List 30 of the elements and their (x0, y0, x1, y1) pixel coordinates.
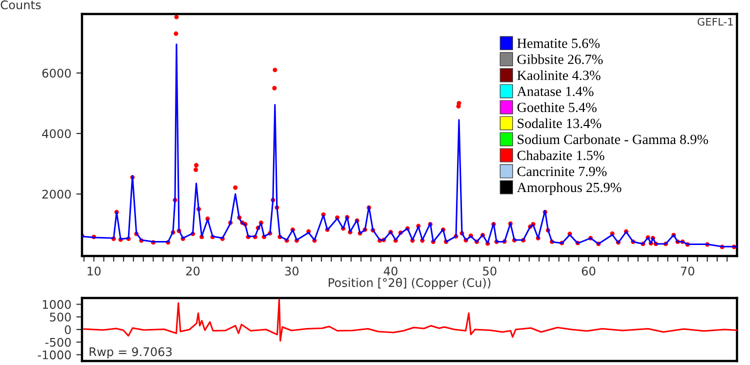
legend-label: Hematite 5.6% (517, 38, 600, 48)
x-tick-label: 10 (88, 266, 101, 276)
legend-label: Chabazite 1.5% (517, 150, 604, 160)
legend-label: Cancrinite 7.9% (517, 166, 607, 176)
legend-label: Sodalite 13.4% (518, 118, 602, 128)
annotation: Rwp = 9.7063 (90, 347, 172, 358)
x-tick-label: 60 (582, 266, 596, 276)
x-tick-label: 70 (680, 266, 694, 276)
y-tick-label: -500 (45, 338, 71, 347)
x-axis-title: Position [°2θ] (Copper (Cu)) (328, 278, 490, 290)
legend-label: Sodium Carbonate - Gamma 8.9% (518, 134, 708, 144)
legend-label: Anatase 1.4% (516, 86, 594, 96)
y-tick-label: 2000 (42, 190, 71, 199)
x-tick-label: 40 (384, 266, 398, 276)
y-tick-label: 4000 (42, 129, 71, 138)
y-tick-label: 500 (50, 312, 71, 322)
annotation: GEFL-1 (698, 18, 733, 26)
x-tick-label: 20 (186, 266, 200, 276)
y-axis-title: Counts (0, 0, 41, 10)
x-tick-label: 50 (483, 266, 496, 276)
legend-label: Kaolinite 4.3% (517, 70, 600, 80)
y-tick-label: 1000 (42, 300, 71, 309)
x-tick-label: 30 (285, 266, 298, 276)
legend-label: Gibbsite 26.7% (517, 54, 603, 64)
y-tick-label: 6000 (42, 68, 71, 78)
legend-label: Goethite 5.4% (517, 102, 597, 112)
y-tick-label: 0 (64, 325, 71, 334)
line-series (83, 298, 737, 342)
legend-label: Amorphous 25.9% (516, 182, 622, 195)
y-tick-label: -1000 (38, 350, 71, 360)
